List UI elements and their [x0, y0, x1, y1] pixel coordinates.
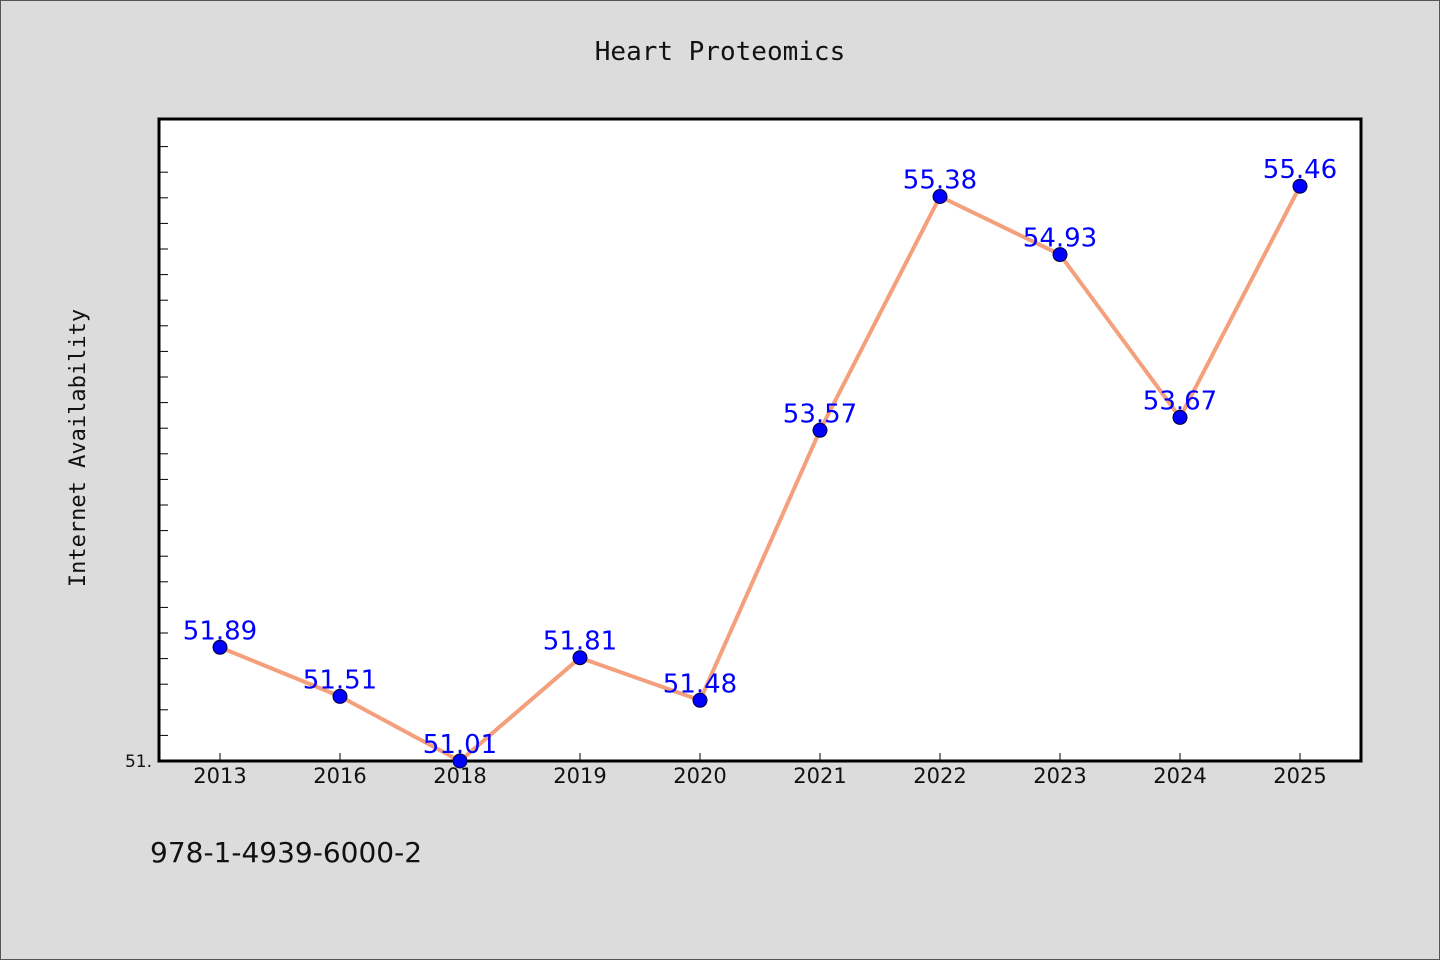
- data-label: 53.67: [1143, 386, 1217, 416]
- data-point: [212, 639, 228, 655]
- data-label: 54.93: [1023, 224, 1097, 254]
- x-tick-label: 2020: [673, 764, 726, 788]
- y-minor-ticks: [159, 146, 168, 762]
- data-point: [1292, 178, 1308, 194]
- data-label: 55.46: [1263, 155, 1337, 185]
- x-axis-ticks: 2013 2016 2018 2019 2020 2021 2022 2023 2024 2025: [193, 753, 1327, 788]
- x-tick-label: 2013: [193, 764, 246, 788]
- data-label: 51.51: [303, 665, 377, 695]
- data-point: [332, 688, 348, 704]
- data-point: [932, 189, 948, 204]
- chart-title: Heart Proteomics: [595, 37, 845, 67]
- plot-area: [157, 117, 1363, 763]
- data-point: [452, 753, 468, 769]
- data-label: 51.01: [423, 730, 497, 760]
- x-tick-label: 2022: [913, 764, 966, 788]
- x-tick-label: 2023: [1033, 764, 1086, 788]
- x-tick-label: 2016: [313, 764, 366, 788]
- data-label: 55.38: [903, 166, 977, 196]
- data-point: [812, 422, 828, 438]
- data-label: 51.81: [543, 627, 617, 657]
- data-label: 51.89: [183, 616, 257, 646]
- data-labels: 51.89 51.51 51.01 51.81 51.48 53.57 55.38 54.93…: [183, 155, 1337, 760]
- data-point: [1172, 409, 1188, 425]
- series-line: [219, 185, 1302, 763]
- x-tick-label: 2025: [1273, 764, 1326, 788]
- data-point: [572, 650, 588, 666]
- x-tick-label: 2021: [793, 764, 846, 788]
- data-markers: [212, 178, 1308, 769]
- x-tick-label: 2019: [553, 764, 606, 788]
- footer-isbn: 978-1-4939-6000-2: [150, 836, 422, 869]
- data-label: 53.57: [783, 399, 857, 429]
- y-tick-label: 51.: [125, 752, 152, 772]
- x-tick-label: 2024: [1153, 764, 1206, 788]
- data-point: [1052, 247, 1068, 263]
- y-axis-label: Internet Availability: [66, 309, 91, 587]
- data-point: [692, 692, 708, 708]
- data-label: 51.48: [663, 669, 737, 699]
